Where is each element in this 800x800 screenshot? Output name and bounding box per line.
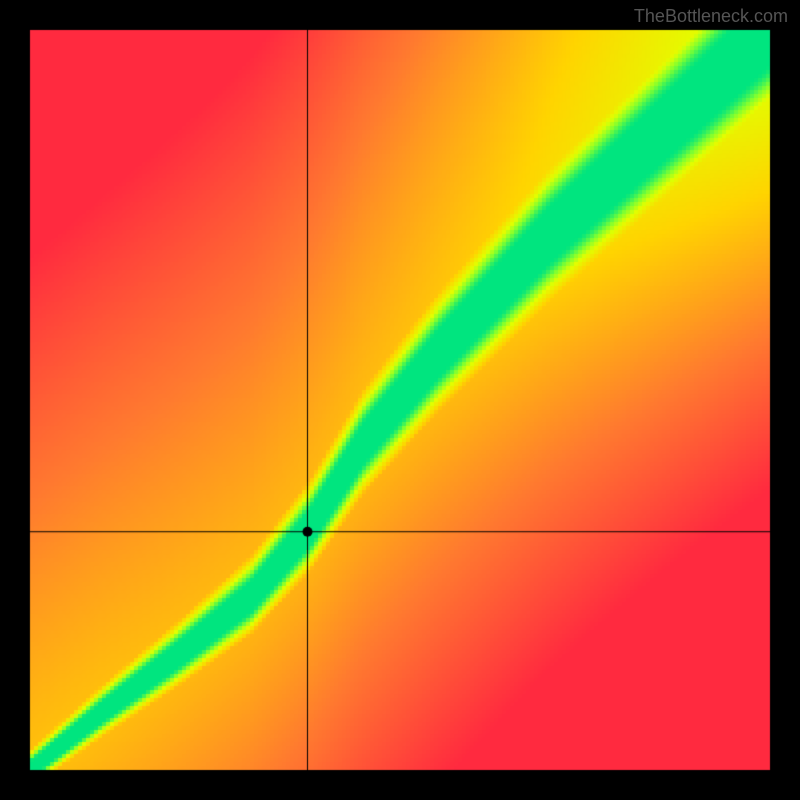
watermark-text: TheBottleneck.com — [634, 6, 788, 27]
bottleneck-heatmap — [0, 0, 800, 800]
